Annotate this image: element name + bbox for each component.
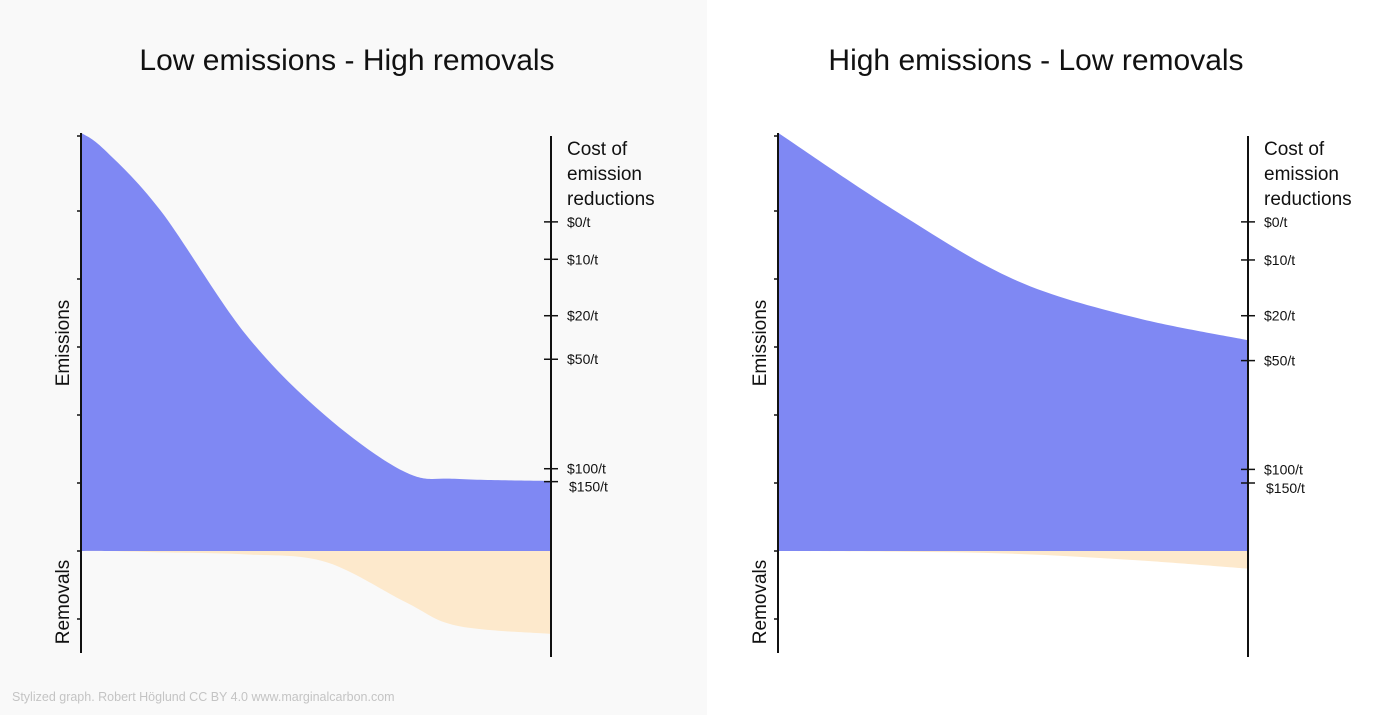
emissions-area <box>778 132 1248 552</box>
right-axis-title-line: reductions <box>567 189 655 210</box>
right-axis-title-line: Cost of <box>567 139 628 160</box>
chart-title: High emissions - Low removals <box>828 44 1243 77</box>
footer-credit: Stylized graph. Robert Höglund CC BY 4.0… <box>12 690 395 704</box>
removals-area <box>778 551 1248 569</box>
right-axis-tick-label: $20/t <box>1264 308 1295 324</box>
y-axis-label-emissions: Emissions <box>750 300 771 387</box>
y-axis-label-removals: Removals <box>750 560 771 644</box>
right-axis-tick-label: $150/t <box>569 479 608 495</box>
right-axis-title-line: reductions <box>1264 189 1352 210</box>
right-axis-tick-label: $20/t <box>567 308 598 324</box>
right-axis-tick-label: $10/t <box>567 251 598 267</box>
right-axis-tick-label: $10/t <box>1264 252 1295 268</box>
y-axis-label-removals: Removals <box>53 560 74 644</box>
right-axis-title-line: emission <box>567 164 642 185</box>
right-axis-tick-label: $150/t <box>1266 480 1305 496</box>
chart-low-emissions-high-removals: Low emissions - High removals Emissions R… <box>53 44 655 657</box>
chart-high-emissions-low-removals: High emissions - Low removals Emissions R… <box>750 44 1352 657</box>
y-axis-label-emissions: Emissions <box>53 300 74 387</box>
emissions-area <box>81 132 551 552</box>
right-axis-title-line: emission <box>1264 164 1339 185</box>
right-axis-tick-label: $100/t <box>567 461 606 477</box>
right-axis-title-line: Cost of <box>1264 139 1325 160</box>
right-axis-tick-label: $50/t <box>567 351 598 367</box>
right-axis-tick-label: $0/t <box>1264 214 1287 230</box>
removals-area <box>81 550 551 634</box>
right-axis-tick-label: $50/t <box>1264 353 1295 369</box>
right-axis-tick-label: $0/t <box>567 214 590 230</box>
chart-title: Low emissions - High removals <box>139 44 554 77</box>
right-axis-tick-label: $100/t <box>1264 461 1303 477</box>
